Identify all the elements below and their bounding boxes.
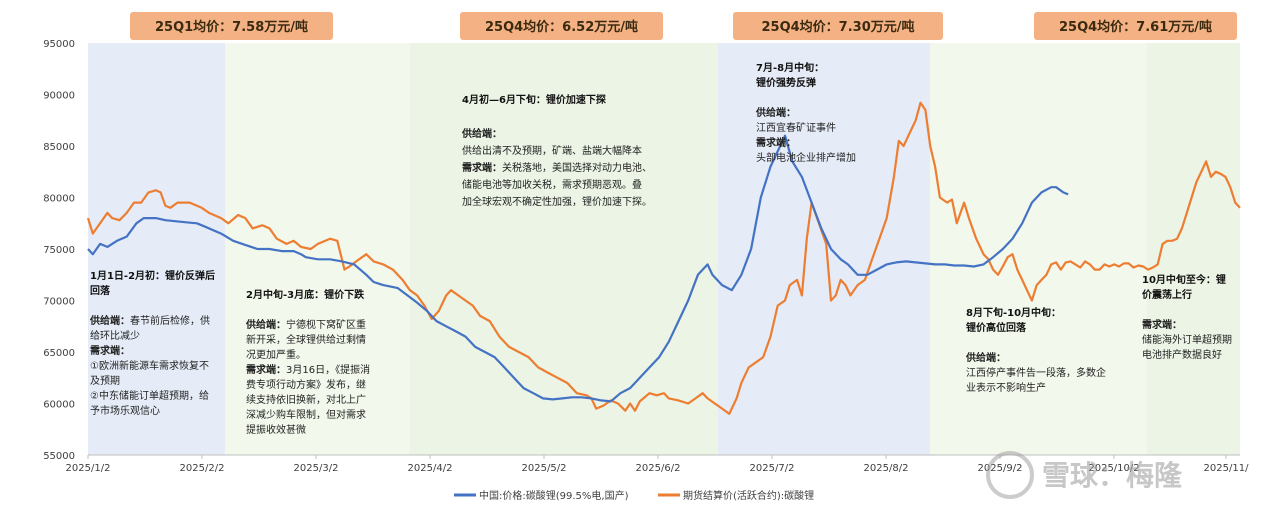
- annotation-line: 头部电池企业排产增加: [756, 151, 856, 164]
- annotation-line: 1月1日-2月初：锂价反弹后: [90, 269, 215, 282]
- annotation-line: 10月中旬至今：锂: [1142, 273, 1226, 286]
- annotation-line: 储能海外订单超预期: [1142, 333, 1232, 346]
- annotation-line: 电池排产数据良好: [1142, 348, 1222, 361]
- annotation-line: 供给端：: [755, 106, 796, 119]
- annotation-line: ①欧洲新能源车需求恢复不: [90, 359, 209, 372]
- annotation-line: 7月-8月中旬：: [756, 61, 824, 74]
- annotation-line: 深减少购车限制，但对需求: [246, 408, 366, 421]
- annotation-line: 需求端：3月16日，《提振消: [246, 363, 370, 376]
- y-tick-label: 60000: [43, 400, 75, 411]
- annotation-line: 业表示不影响生产: [966, 381, 1046, 394]
- average-price-badge-text: 25Q4均价：7.30万元/吨: [761, 19, 914, 35]
- average-price-badge: [1034, 12, 1237, 40]
- annotation-line: 供给出清不及预期，矿端、盐端大幅降本: [462, 144, 642, 157]
- period-badges: 25Q1均价：7.58万元/吨 25Q4均价：6.52万元/吨 25Q4均价：7.3…: [130, 12, 1237, 40]
- annotation-line: 回落: [90, 284, 111, 297]
- annotation-line: 江西宜春矿证事件: [756, 121, 836, 134]
- average-price-badge-text: 25Q4均价：7.61万元/吨: [1059, 19, 1212, 35]
- watermark-text: 雪球：梅隆: [1042, 459, 1183, 492]
- period-band-2: [225, 43, 410, 455]
- x-tick-label: 2025/6/2: [636, 463, 681, 474]
- watermark: 雪球：梅隆: [986, 451, 1183, 499]
- annotation-line: 2月中旬-3月底：锂价下跌: [246, 288, 365, 301]
- annotation-line: 加全球宏观不确定性加强，锂价加速下探。: [462, 195, 652, 208]
- legend: 中国:价格:碳酸锂(99.5%电,国产) 期货结算价(活跃合约):碳酸锂: [454, 489, 814, 502]
- x-axis: 2025/1/2 2025/2/2 2025/3/2 2025/4/2 2025/5/2…: [66, 455, 1250, 474]
- annotation-line: 需求端：关税落地，美国选择对动力电池、: [462, 161, 652, 174]
- annotation-line: 需求端：: [1142, 318, 1182, 331]
- annotation-line: 供给端：: [965, 351, 1006, 364]
- x-tick-label: 2025/7/2: [750, 463, 795, 474]
- annotation-line: 费专项行动方案》发布，继: [246, 378, 366, 391]
- x-tick-label: 2025/5/2: [522, 463, 567, 474]
- y-tick-label: 65000: [43, 348, 75, 359]
- annotation-line: 储能电池等加收关税，需求预期恶观。叠: [462, 178, 642, 191]
- x-tick-label: 2025/11/: [1204, 463, 1250, 474]
- annotation-line: 锂价高位回落: [966, 321, 1027, 334]
- period-band-5: [930, 43, 1147, 455]
- annotation-line: 供给端：: [461, 127, 502, 140]
- annotation-line: 价震荡上行: [1142, 288, 1192, 301]
- y-tick-label: 90000: [43, 91, 75, 102]
- annotation-line: 供给端：宁德枧下窝矿区重: [245, 318, 366, 331]
- annotation-line: 新开采，全球锂供给过剩情: [246, 333, 366, 346]
- average-price-badge-text: 25Q4均价：6.52万元/吨: [485, 19, 638, 35]
- x-tick-label: 2025/9/2: [978, 463, 1023, 474]
- x-tick-label: 2025/3/2: [294, 463, 339, 474]
- annotation-line: 提振收效甚微: [246, 423, 306, 436]
- y-tick-label: 80000: [43, 194, 75, 205]
- series-lines: [86, 101, 1241, 415]
- y-axis: 55000 60000 65000 70000 75000 80000 85000 90000…: [43, 39, 1240, 462]
- annotation-line: 供给端：春节前后检修，供: [89, 314, 210, 327]
- annotation-line: ②中东储能订单超预期，给: [90, 389, 209, 402]
- annotation-line: 锂价强势反弹: [756, 76, 816, 89]
- annotation-line: 8月下旬-10月中旬：: [966, 306, 1061, 319]
- annotation-line: 需求端：: [90, 344, 130, 357]
- average-price-badge-text: 25Q1均价：7.58万元/吨: [155, 19, 308, 35]
- y-tick-label: 70000: [43, 297, 75, 308]
- average-price-badge: [460, 12, 663, 40]
- watermark-logo-icon: [986, 451, 1034, 499]
- annotation-line: 予市场乐观信心: [90, 404, 160, 417]
- period-bands: [88, 43, 1240, 455]
- annotation-line: 给环比减少: [90, 329, 140, 342]
- y-tick-label: 75000: [43, 245, 75, 256]
- average-price-badge: [733, 12, 943, 40]
- series-line-spot-price: [87, 134, 1069, 403]
- y-tick-label: 85000: [43, 142, 75, 153]
- y-tick-label: 95000: [43, 39, 75, 50]
- x-tick-label: 2025/2/2: [180, 463, 225, 474]
- y-tick-label: 55000: [43, 451, 75, 462]
- period-band-3: [410, 43, 718, 455]
- period-band-1: [88, 43, 225, 455]
- x-tick-label: 2025/10/2: [1088, 463, 1139, 474]
- annotation-line: 需求端：: [756, 136, 796, 149]
- annotation-line: 及预期: [90, 375, 120, 387]
- x-tick-label: 2025/4/2: [408, 463, 453, 474]
- annotation-line: 4月初—6月下旬：锂价加速下探: [462, 93, 606, 106]
- x-tick-label: 2025/8/2: [864, 463, 909, 474]
- average-price-badge: [130, 12, 333, 40]
- x-tick-label: 2025/1/2: [66, 463, 111, 474]
- period-band-4: [718, 43, 930, 455]
- annotation-line: 况更加严重。: [246, 348, 306, 361]
- annotations: 1月1日-2月初：锂价反弹后回落供给端：春节前后检修，供给环比减少需求端：①欧洲…: [89, 61, 1232, 436]
- legend-label: 中国:价格:碳酸锂(99.5%电,国产): [479, 489, 629, 502]
- annotation-line: 续支持依旧换新，对北上广: [246, 393, 366, 406]
- series-line-futures-price: [86, 101, 1241, 415]
- legend-label: 期货结算价(活跃合约):碳酸锂: [683, 489, 814, 502]
- annotation-line: 江西停产事件告一段落，多数企: [966, 366, 1106, 379]
